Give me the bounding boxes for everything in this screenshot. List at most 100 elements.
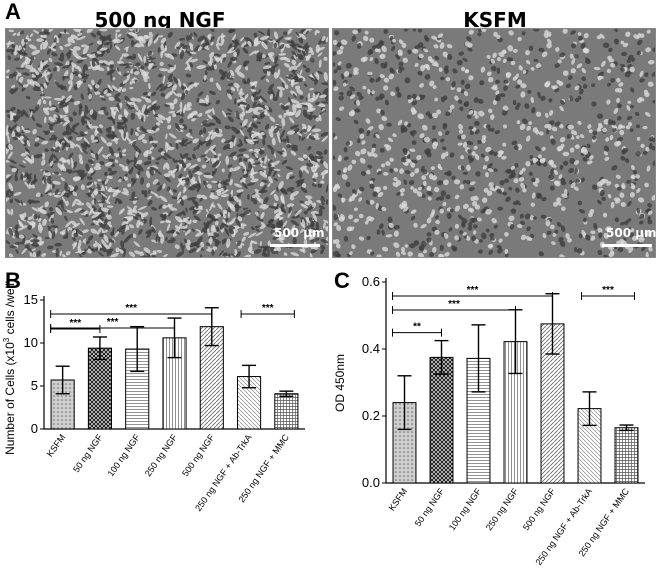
- cell-mark: [630, 228, 635, 233]
- cell-mark: [426, 232, 432, 237]
- cell-mark: [395, 179, 402, 186]
- cell-mark: [94, 58, 100, 65]
- cell-mark: [218, 250, 225, 257]
- cell-mark: [131, 191, 136, 199]
- cell-mark: [308, 97, 315, 103]
- cell-mark: [568, 168, 575, 174]
- cell-mark: [92, 207, 97, 212]
- cell-mark: [487, 168, 494, 173]
- cell-mark: [189, 206, 196, 211]
- cell-mark: [251, 85, 255, 90]
- cell-mark: [59, 98, 67, 107]
- significance-label: ***: [262, 303, 274, 314]
- cell-mark: [167, 64, 174, 68]
- cell-mark: [69, 186, 75, 192]
- cell-mark: [225, 179, 231, 182]
- cell-mark: [365, 200, 370, 205]
- cell-mark: [399, 188, 406, 193]
- cell-mark: [12, 115, 19, 122]
- cell-mark: [53, 97, 64, 101]
- x-tick-label: 250 ng NGF: [143, 432, 180, 478]
- cell-mark: [338, 155, 342, 161]
- cell-mark: [184, 229, 191, 236]
- cell-mark: [192, 153, 196, 160]
- cell-mark: [349, 94, 356, 100]
- cell-mark: [295, 109, 301, 118]
- cell-mark: [168, 133, 177, 139]
- cell-mark: [475, 171, 481, 177]
- cell-mark: [439, 254, 445, 257]
- cell-mark: [393, 242, 400, 248]
- cell-mark: [242, 78, 247, 84]
- y-tick-label: 0.6: [362, 274, 380, 289]
- cell-mark: [481, 197, 488, 203]
- cell-mark: [261, 54, 266, 58]
- cell-mark: [640, 143, 645, 149]
- cell-mark: [598, 122, 602, 127]
- cell-mark: [401, 157, 407, 163]
- cell-mark: [276, 86, 285, 91]
- cell-mark: [108, 238, 115, 243]
- cell-mark: [147, 50, 153, 57]
- cell-mark: [252, 162, 262, 165]
- cell-mark: [570, 130, 578, 136]
- cell-mark: [22, 72, 30, 76]
- cell-mark: [303, 210, 308, 215]
- x-tick-label: 500 ng NGF: [521, 486, 558, 532]
- cell-mark: [250, 124, 258, 128]
- cell-mark: [292, 65, 298, 71]
- cell-mark: [122, 187, 129, 194]
- cell-mark: [89, 109, 94, 116]
- cell-mark: [30, 239, 40, 243]
- cell-mark: [342, 82, 347, 87]
- cell-mark: [164, 45, 168, 52]
- cell-mark: [137, 211, 145, 216]
- cell-mark: [111, 85, 119, 91]
- cell-mark: [413, 240, 420, 246]
- cell-mark: [407, 154, 411, 160]
- cell-mark: [166, 186, 171, 192]
- cell-mark: [497, 153, 502, 158]
- cell-mark: [301, 102, 311, 106]
- cell-mark: [6, 196, 10, 203]
- cell-mark: [644, 182, 649, 188]
- cell-mark: [299, 227, 306, 234]
- cell-mark: [560, 180, 567, 186]
- cell-mark: [367, 71, 373, 76]
- cell-mark: [202, 123, 212, 127]
- cell-mark: [170, 103, 175, 110]
- cell-mark: [260, 184, 267, 193]
- cell-mark: [143, 115, 146, 123]
- cell-mark: [548, 174, 555, 181]
- cell-mark: [480, 66, 486, 73]
- cell-mark: [209, 201, 214, 212]
- cell-mark: [635, 151, 641, 157]
- cell-mark: [111, 125, 115, 132]
- cell-mark: [629, 128, 634, 132]
- cell-mark: [160, 220, 165, 224]
- cell-mark: [569, 157, 575, 165]
- cell-mark: [176, 251, 185, 257]
- cell-mark: [185, 207, 188, 213]
- cell-mark: [492, 52, 497, 58]
- cell-mark: [106, 68, 114, 75]
- cell-mark: [260, 221, 266, 227]
- cell-mark: [65, 52, 71, 56]
- y-tick-label: 0.0: [362, 475, 380, 490]
- cell-mark: [417, 29, 423, 33]
- cell-mark: [173, 76, 179, 84]
- cell-mark: [141, 190, 145, 195]
- cell-mark: [81, 247, 89, 255]
- cell-mark: [437, 33, 444, 39]
- cell-mark: [461, 134, 466, 140]
- cell-mark: [421, 193, 426, 199]
- cell-mark: [597, 249, 603, 256]
- cell-mark: [620, 155, 626, 161]
- cell-mark: [510, 208, 517, 214]
- cell-mark: [180, 242, 185, 252]
- cell-mark: [467, 207, 473, 212]
- right-scale-label: 500 µm: [606, 226, 657, 240]
- cell-mark: [633, 34, 640, 40]
- cell-mark: [27, 247, 33, 254]
- cell-mark: [22, 160, 26, 164]
